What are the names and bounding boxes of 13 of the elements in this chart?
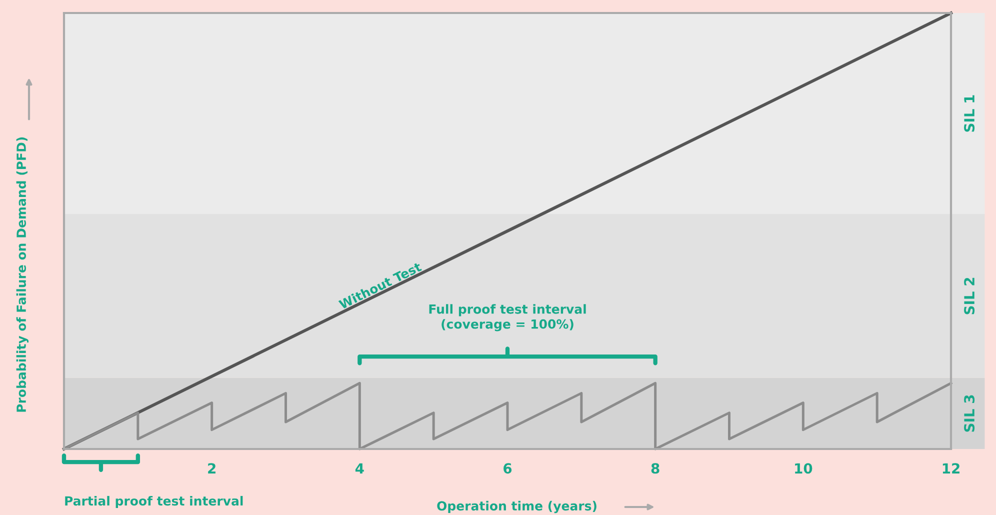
band-label: SIL 1 — [964, 95, 975, 132]
x-tick-label: 4 — [355, 463, 364, 474]
x-axis-title: Operation time (years) — [437, 500, 596, 514]
x-tick-label: 8 — [651, 463, 660, 474]
text: Partial proof test interval — [65, 496, 243, 508]
x-tick-label: 12 — [942, 463, 960, 474]
annotation: Full proof test interval (coverage = 100%) — [429, 304, 586, 332]
x-tick-label: 10 — [795, 463, 812, 474]
band-label: SIL 2 — [964, 278, 975, 314]
band-label: SIL 3 — [964, 395, 975, 432]
x-tick-label: 2 — [208, 463, 216, 474]
y-axis-title: Probability of Failure on Demand (PFD) — [16, 137, 29, 412]
x-tick-label: 6 — [504, 463, 512, 474]
